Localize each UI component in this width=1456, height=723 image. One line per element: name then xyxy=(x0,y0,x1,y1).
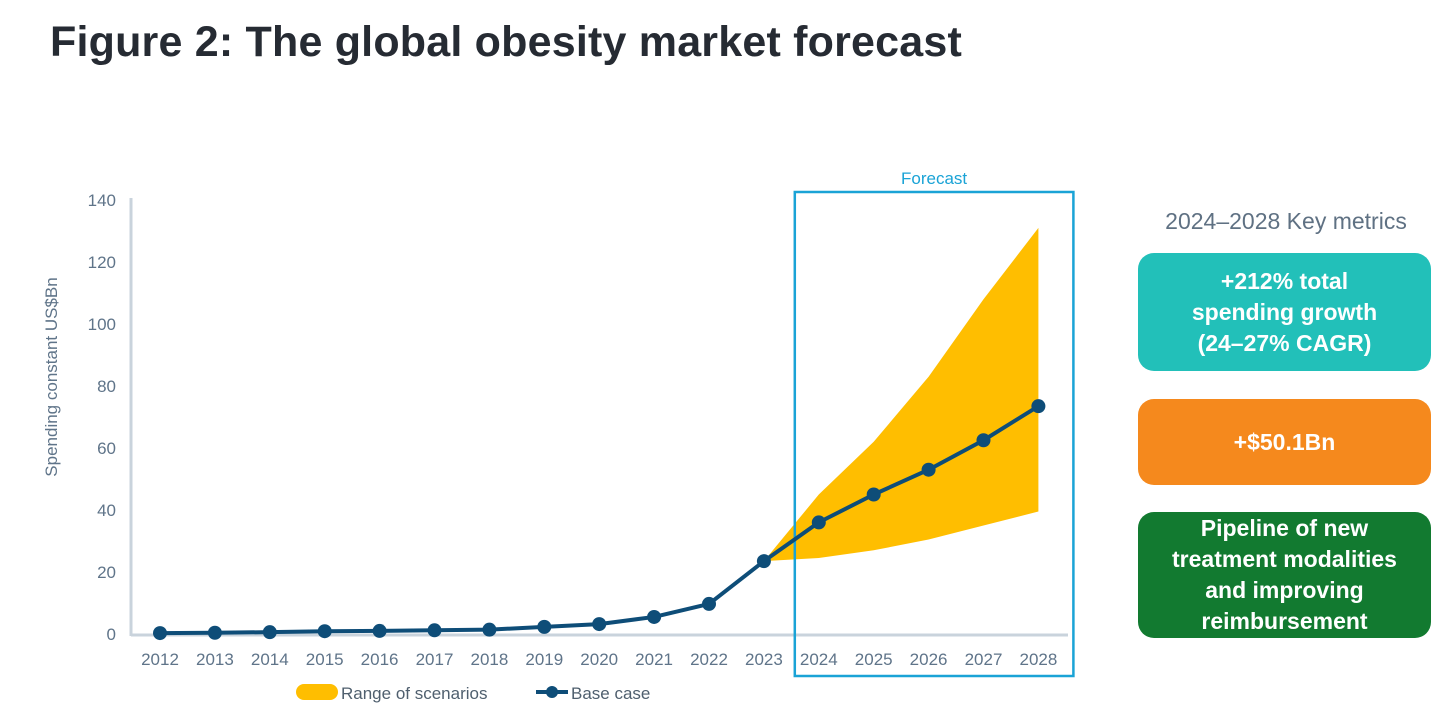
legend-label-range: Range of scenarios xyxy=(341,684,487,703)
legend-label-base: Base case xyxy=(571,684,650,703)
key-metrics-heading: 2024–2028 Key metrics xyxy=(1165,208,1407,234)
legend-swatch-base-point xyxy=(546,686,558,698)
base-case-point xyxy=(976,433,991,448)
base-case-point xyxy=(592,617,607,632)
x-tick-label: 2024 xyxy=(800,650,838,669)
x-tick-label: 2021 xyxy=(635,650,673,669)
metric-spending-growth-box: +212% total spending growth (24–27% CAGR… xyxy=(1138,253,1431,371)
base-case-point xyxy=(207,625,222,640)
y-tick-label: 140 xyxy=(88,191,116,210)
y-tick-label: 40 xyxy=(97,501,116,520)
x-tick-label: 2027 xyxy=(965,650,1003,669)
base-case-point xyxy=(866,487,881,502)
base-case-point xyxy=(756,554,771,569)
x-tick-label: 2020 xyxy=(580,650,618,669)
x-tick-label: 2017 xyxy=(416,650,454,669)
base-case-point xyxy=(811,515,826,530)
x-tick-label: 2015 xyxy=(306,650,344,669)
base-case-point xyxy=(647,609,662,624)
x-tick-label: 2014 xyxy=(251,650,289,669)
y-axis-title: Spending constant US$Bn xyxy=(42,277,61,476)
forecast-label: Forecast xyxy=(901,169,967,188)
scenario-range-area xyxy=(763,227,1039,562)
y-tick-label: 100 xyxy=(88,315,116,334)
base-case-point xyxy=(153,626,167,641)
y-tick-label: 80 xyxy=(97,377,116,396)
x-tick-label: 2026 xyxy=(910,650,948,669)
metric-pipeline-box: Pipeline of new treatment modalities and… xyxy=(1138,512,1431,638)
base-case-point xyxy=(427,623,442,638)
y-tick-label: 20 xyxy=(97,563,116,582)
forecast-box xyxy=(793,190,1075,678)
base-case-point xyxy=(921,462,936,477)
base-case-point xyxy=(1031,399,1046,414)
metric-spending-increase-box: +$50.1Bn xyxy=(1138,399,1431,485)
base-case-point xyxy=(537,619,552,634)
x-tick-label: 2019 xyxy=(525,650,563,669)
y-tick-label: 60 xyxy=(97,439,116,458)
y-tick-label: 0 xyxy=(107,625,116,644)
x-tick-label: 2022 xyxy=(690,650,728,669)
x-tick-label: 2025 xyxy=(855,650,893,669)
x-tick-label: 2016 xyxy=(361,650,399,669)
chart-title: Figure 2: The global obesity market fore… xyxy=(50,18,963,66)
legend-swatch-range xyxy=(296,684,338,700)
base-case-point xyxy=(482,622,497,637)
base-case-point xyxy=(317,624,332,639)
x-tick-label: 2013 xyxy=(196,650,234,669)
x-tick-label: 2023 xyxy=(745,650,783,669)
x-tick-label: 2018 xyxy=(470,650,508,669)
base-case-point xyxy=(372,623,387,638)
y-tick-label: 120 xyxy=(88,253,116,272)
chart-svg: 0 20 40 60 80 100 120 140 Spending constant US$B… xyxy=(42,169,1075,703)
base-case-point xyxy=(262,625,277,640)
x-tick-label: 2028 xyxy=(1019,650,1057,669)
x-tick-label: 2012 xyxy=(141,650,179,669)
base-case-point xyxy=(702,596,716,611)
